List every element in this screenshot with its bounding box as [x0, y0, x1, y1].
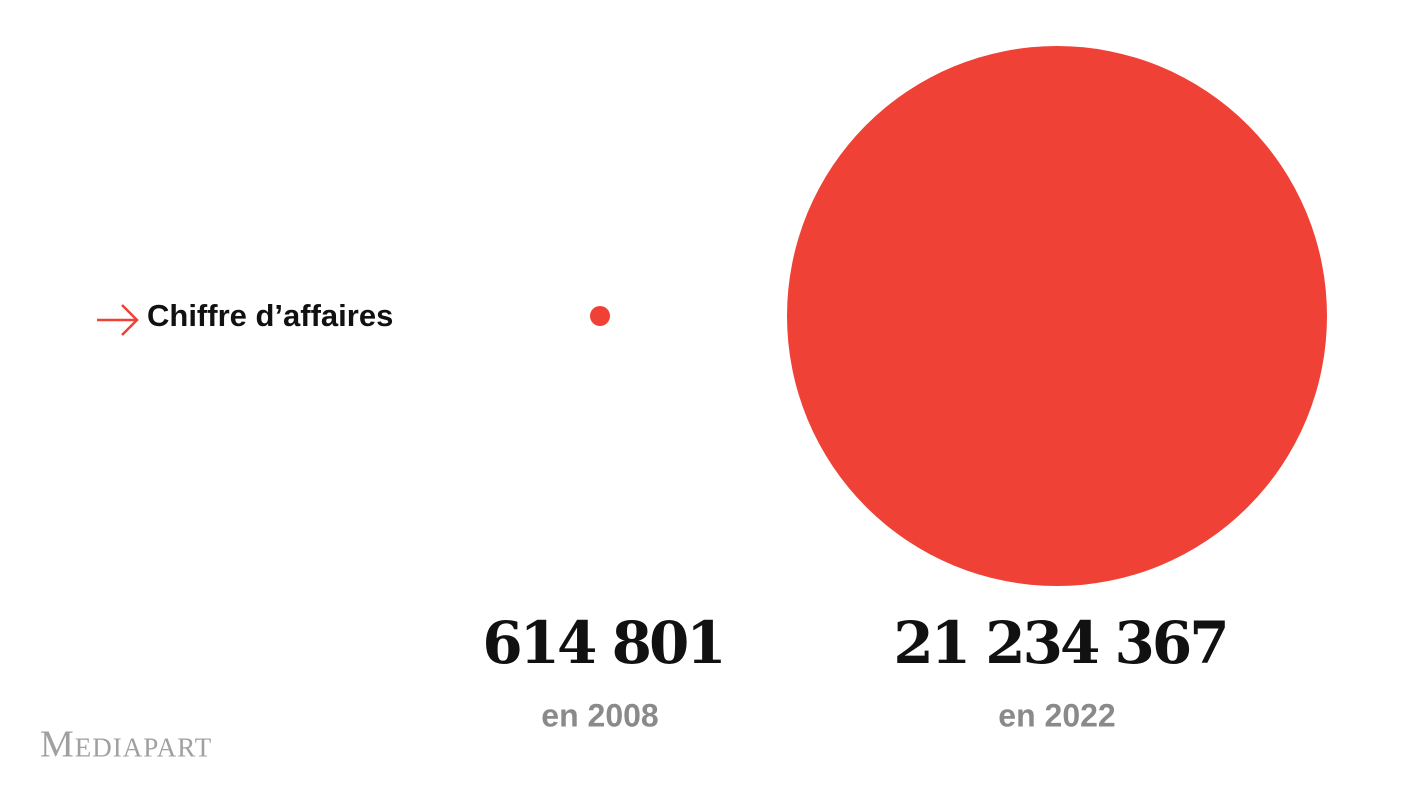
brand-logo: Mediapart — [40, 724, 212, 766]
bubble — [590, 306, 610, 326]
value-label: 21 234 367 — [893, 609, 1226, 677]
bubble — [787, 46, 1327, 586]
category-label: en 2008 — [541, 697, 658, 733]
arrow — [97, 304, 139, 336]
category-label: en 2022 — [998, 697, 1115, 733]
value-label: 614 801 — [482, 609, 723, 677]
chart-title: Chiffre d’affaires — [147, 298, 393, 333]
